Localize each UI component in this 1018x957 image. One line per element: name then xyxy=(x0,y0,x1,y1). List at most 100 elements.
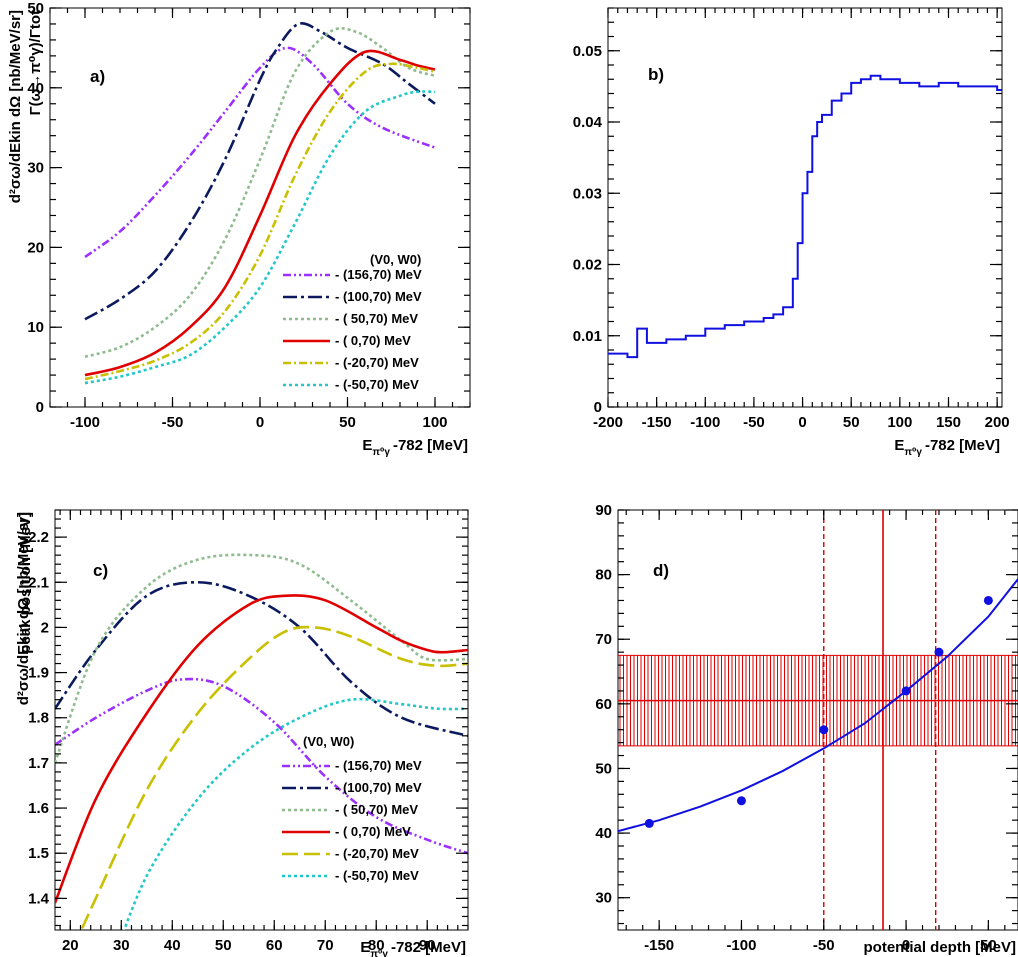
data-point-1 xyxy=(736,796,746,806)
y-tick-label: 2.1 xyxy=(28,574,49,591)
series-line-3 xyxy=(55,594,468,904)
data-point-5 xyxy=(983,595,993,605)
plot-frame xyxy=(607,7,1003,408)
panel-label: a) xyxy=(90,67,105,86)
x-tick-label: 50 xyxy=(843,414,860,431)
y-tick-label: 90 xyxy=(595,502,612,519)
data-point-0 xyxy=(644,818,654,828)
x-tick-label: 200 xyxy=(985,414,1010,431)
x-tick-label: -50 xyxy=(743,414,765,431)
series-line-0 xyxy=(55,677,468,855)
series-line-5 xyxy=(122,697,468,930)
x-axis-label-sub: π⁰γ xyxy=(372,447,390,458)
legend-entry-4: - (-20,70) MeV xyxy=(335,355,419,370)
fit-curve xyxy=(618,578,1018,833)
legend-entry-0: - (156,70) MeV xyxy=(335,758,422,773)
legend-entry-5: - (-50,70) MeV xyxy=(335,868,419,883)
plot-area xyxy=(608,74,1002,359)
y-tick-label: 30 xyxy=(27,160,44,177)
series-line-1 xyxy=(55,580,468,738)
x-tick-label: 100 xyxy=(422,414,447,431)
series-line-0 xyxy=(84,46,436,259)
x-axis-label-main: E xyxy=(362,437,372,454)
x-axis-label-sub: π⁰γ xyxy=(904,447,922,458)
y-tick-label: 1.5 xyxy=(28,845,49,862)
y-tick-label: 1.8 xyxy=(28,710,49,727)
x-tick-label: -100 xyxy=(690,414,720,431)
y-tick-label: 70 xyxy=(595,631,612,648)
x-axis-label: potential depth [MeV] xyxy=(864,939,1017,956)
panel-b-chart: -200 -150 -100 -50 0 50 100 150 200 0 0.01 0.02 0.03… xyxy=(27,7,1010,458)
y-tick-label: 60 xyxy=(595,696,612,713)
series-line-5 xyxy=(84,90,436,385)
x-tick-label: -50 xyxy=(813,937,835,954)
y-tick-label: 1.6 xyxy=(28,800,49,817)
x-tick-label: 150 xyxy=(936,414,961,431)
x-tick-label: -150 xyxy=(644,937,674,954)
x-tick-label: 80 xyxy=(368,937,385,954)
x-axis-label-main: E xyxy=(894,437,904,454)
y-tick-label: 0.03 xyxy=(573,185,602,202)
panel-label: b) xyxy=(648,65,664,84)
y-tick-label: 40 xyxy=(595,825,612,842)
x-axis-label-rest: -782 [MeV] xyxy=(925,437,1000,454)
x-tick-label: 40 xyxy=(164,937,181,954)
y-tick-label: 2.2 xyxy=(28,529,49,546)
panel-a-chart: -100 -50 0 50 100 0 10 20 30 40 50 a) Eπ⁰γ -782 [MeV]… xyxy=(7,0,471,458)
plot-area xyxy=(84,22,436,385)
plot-area xyxy=(618,510,1018,930)
legend-title: (V0, W0) xyxy=(370,252,421,267)
x-tick-label: -150 xyxy=(642,414,672,431)
y-axis-label: Γ(ω→π⁰γ)/Γtot xyxy=(27,10,44,115)
y-tick-label: 50 xyxy=(595,760,612,777)
y-tick-label: 0.02 xyxy=(573,257,602,274)
y-tick-label: 30 xyxy=(595,890,612,907)
x-tick-label: -200 xyxy=(593,414,623,431)
x-axis-label: Eπ⁰γ -782 [MeV] xyxy=(894,437,1000,458)
x-tick-label: 50 xyxy=(215,937,232,954)
legend-entry-0: - (156,70) MeV xyxy=(335,267,422,282)
y-tick-label: 0 xyxy=(594,399,602,416)
legend-entry-1: - (100,70) MeV xyxy=(335,780,422,795)
y-axis-label: d²σω/dEkin dΩ [nb/MeV/sr] xyxy=(15,512,32,705)
y-tick-label: 50 xyxy=(27,0,44,17)
y-tick-label: 10 xyxy=(27,319,44,336)
x-tick-label: 0 xyxy=(256,414,264,431)
x-tick-label: -50 xyxy=(162,414,184,431)
plot-frame xyxy=(617,509,1018,931)
x-tick-label: 50 xyxy=(339,414,356,431)
x-tick-label: -100 xyxy=(70,414,100,431)
y-tick-label: 0.01 xyxy=(573,328,602,345)
y-tick-label: 1.4 xyxy=(28,890,50,907)
y-tick-label: 1.7 xyxy=(28,755,49,772)
x-axis-label-sub: π⁰γ xyxy=(370,949,388,957)
plot-area xyxy=(55,553,468,930)
legend-entry-4: - (-20,70) MeV xyxy=(335,846,419,861)
legend-entry-3: - ( 0,70) MeV xyxy=(335,824,411,839)
series-line-4 xyxy=(79,625,468,930)
y-tick-label: 1.9 xyxy=(28,665,49,682)
legend-entry-1: - (100,70) MeV xyxy=(335,289,422,304)
series-line-3 xyxy=(84,49,436,377)
plot-frame xyxy=(54,509,469,931)
legend-entry-5: - (-50,70) MeV xyxy=(335,377,419,392)
series-line-2 xyxy=(55,553,468,764)
y-tick-label: 0.05 xyxy=(573,43,602,60)
y-tick-label: 0.04 xyxy=(573,114,603,131)
x-axis-label-rest: -782 [MeV] xyxy=(391,939,466,956)
legend-entry-2: - ( 50,70) MeV xyxy=(335,311,418,326)
panel-c-chart: 20 30 40 50 60 70 80 90 1.4 1.5 1.6 1.7 1.8 1.9 2 2.1 2.… xyxy=(15,509,469,957)
x-axis-label-rest: -782 [MeV] xyxy=(393,437,468,454)
legend-entry-3: - ( 0,70) MeV xyxy=(335,333,411,348)
legend-entry-2: - ( 50,70) MeV xyxy=(335,802,418,817)
x-tick-label: 100 xyxy=(887,414,912,431)
series-line-1 xyxy=(84,22,436,321)
series-line-0 xyxy=(608,74,1002,359)
data-point-2 xyxy=(819,725,829,735)
x-tick-label: 20 xyxy=(62,937,79,954)
data-point-4 xyxy=(934,647,944,657)
panel-label: d) xyxy=(653,561,669,580)
x-tick-label: 0 xyxy=(902,937,910,954)
y-tick-label: 2 xyxy=(41,619,49,636)
